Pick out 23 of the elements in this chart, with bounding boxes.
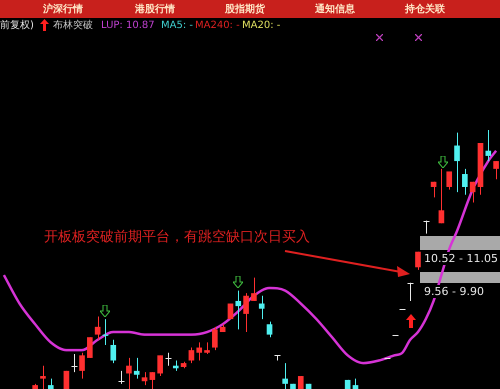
candlestick — [352, 378, 358, 389]
candlestick — [165, 352, 172, 366]
annotation: 10.52 - 11.05 — [423, 252, 499, 265]
text: MA20: - — [242, 19, 280, 32]
text: 港股行情 — [135, 2, 175, 17]
text: 布林突破 — [53, 19, 93, 32]
candlestick — [118, 370, 125, 384]
annotation: 开板板突破前期平台，有跳空缺口次日买入 — [44, 228, 310, 246]
text: 股指期货 — [225, 2, 265, 17]
candlestick — [172, 360, 179, 372]
candlestick — [407, 282, 414, 302]
annotation: 9.56 - 9.90 — [423, 285, 485, 298]
text: MA5: - — [161, 19, 193, 32]
text: MA240: - — [195, 19, 240, 32]
text: 持仓关联 — [405, 2, 445, 17]
candlestick — [423, 220, 430, 234]
text: 前复权) — [0, 19, 34, 32]
candlestick — [102, 318, 108, 346]
candlestick — [415, 251, 421, 270]
text: LUP: 10.87 — [101, 19, 155, 32]
text: 沪深行情 — [43, 2, 83, 17]
text: 通知信息 — [315, 2, 355, 17]
candlestick — [71, 354, 78, 373]
